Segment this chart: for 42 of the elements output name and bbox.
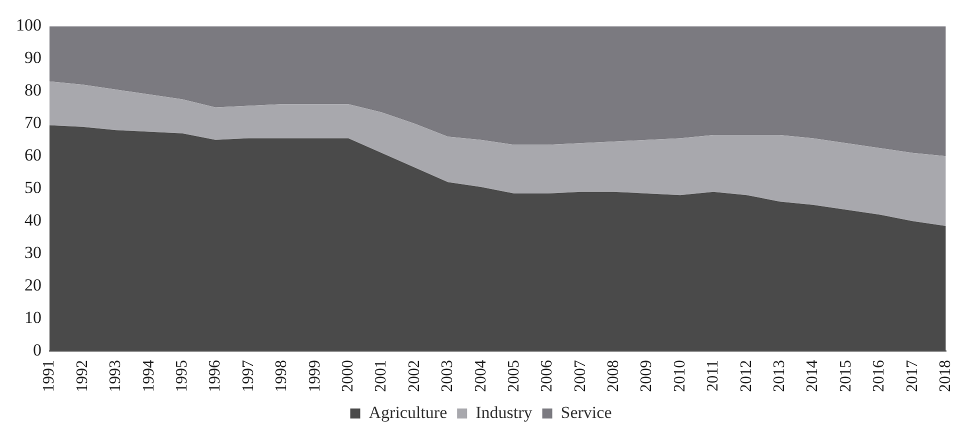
y-tick-label: 40	[24, 210, 42, 230]
x-tick-label: 2005	[505, 360, 522, 392]
y-tick-label: 90	[24, 48, 42, 68]
x-tick-label: 1992	[74, 360, 91, 392]
x-tick-label: 2012	[738, 360, 755, 392]
x-tick-label: 2015	[837, 360, 854, 392]
x-tick-label: 1997	[240, 360, 257, 392]
x-tick-label: 2013	[771, 360, 788, 392]
x-tick-label: 2011	[704, 360, 722, 392]
x-tick-label: 2001	[372, 360, 390, 392]
x-tick-label: 2018	[937, 360, 954, 392]
x-tick-label: 1999	[306, 360, 324, 392]
y-tick-label: 70	[24, 113, 42, 132]
y-tick-label: 100	[16, 16, 42, 35]
x-tick-label: 2016	[870, 360, 888, 392]
x-tick-label: 2006	[538, 360, 556, 392]
x-tick-label: 2014	[804, 360, 822, 392]
x-tick-label: 1995	[173, 360, 190, 392]
x-tick-label: 2007	[572, 360, 589, 392]
legend-label: Industry	[476, 402, 533, 422]
y-tick-label: 20	[24, 276, 42, 295]
x-tick-label: 2010	[671, 360, 688, 392]
y-tick-label: 50	[24, 178, 42, 198]
legend-label: Agriculture	[368, 402, 448, 422]
x-tick-label: 2000	[339, 360, 356, 392]
x-tick-label: 1998	[273, 360, 290, 392]
x-tick-label: 1996	[206, 360, 224, 392]
y-tick-label: 10	[24, 308, 42, 327]
x-tick-label: 2017	[904, 360, 921, 392]
x-tick-label: 2003	[439, 360, 456, 392]
y-tick-label: 30	[24, 243, 42, 262]
x-tick-label: 2008	[605, 360, 622, 392]
legend-label: Service	[560, 402, 612, 422]
x-tick-label: 1993	[107, 360, 124, 392]
x-tick-label: 1991	[40, 360, 58, 392]
y-tick-label: 60	[24, 146, 42, 165]
x-tick-label: 2009	[638, 360, 656, 392]
y-tick-label: 0	[33, 340, 42, 360]
x-tick-label: 2002	[406, 360, 423, 392]
y-tick-label: 80	[24, 80, 42, 100]
x-tick-label: 2004	[472, 360, 490, 392]
x-tick-label: 1994	[140, 360, 158, 392]
